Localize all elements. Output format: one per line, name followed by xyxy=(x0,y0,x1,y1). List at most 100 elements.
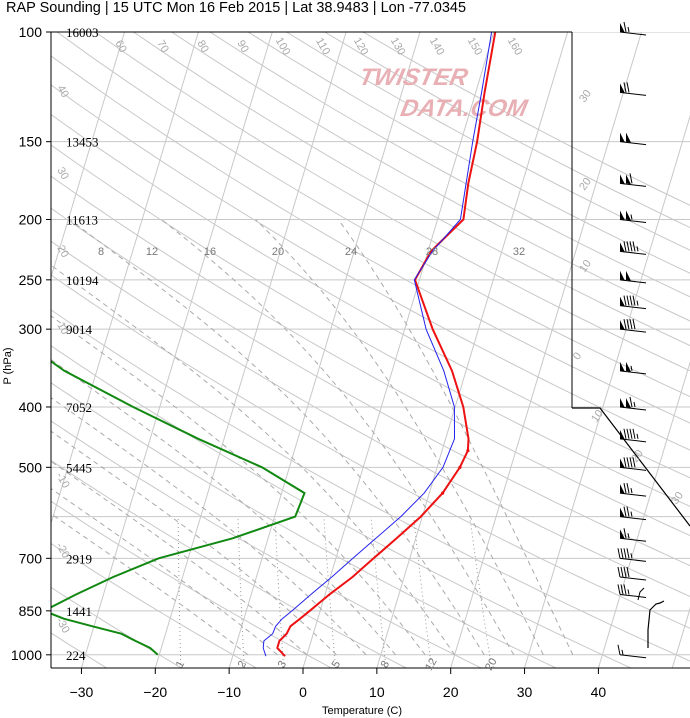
wind-barb-pennant xyxy=(620,320,625,331)
dry-adiabat xyxy=(51,55,690,424)
dry-adiabat xyxy=(362,32,690,206)
wind-barb-full xyxy=(623,566,627,578)
isotherm-label-right: 30 xyxy=(577,88,594,105)
wind-barb-full xyxy=(629,241,633,252)
dry-adiabat-label: 90 xyxy=(234,38,251,55)
y-tick-label: 250 xyxy=(19,272,43,288)
isotherm-line xyxy=(51,32,199,526)
wind-barb-full xyxy=(629,295,633,306)
wind-barb xyxy=(619,295,647,310)
y-axis-label: P (hPa) xyxy=(2,347,14,384)
moist-adiabat xyxy=(51,264,456,656)
wind-barb xyxy=(619,21,647,36)
y-tick-label: 100 xyxy=(19,24,43,40)
temperature-dot xyxy=(458,465,462,469)
mixing-ratio-label: 1 xyxy=(174,659,187,670)
wind-barb-pennant xyxy=(626,397,631,408)
dry-adiabat xyxy=(324,32,690,229)
height-label: 7052 xyxy=(66,400,92,415)
wind-barb-full xyxy=(623,21,627,33)
wind-barb-pennant xyxy=(620,242,625,253)
wind-barb xyxy=(619,319,647,333)
wind-barb-full xyxy=(629,173,633,184)
moist-adiabat-label: 24 xyxy=(345,246,357,258)
moist-adiabat xyxy=(69,219,485,656)
wind-barb xyxy=(619,396,647,411)
dry-adiabat xyxy=(51,144,690,507)
x-axis-label: Temperature (C) xyxy=(322,705,402,717)
wind-barb-full xyxy=(617,566,621,578)
height-label: 1441 xyxy=(66,604,92,619)
isotherm-line xyxy=(597,360,690,668)
wind-barb xyxy=(619,506,647,521)
wind-barb xyxy=(617,584,647,598)
wind-barb-pennant xyxy=(620,83,625,94)
hodograph-boundary xyxy=(572,407,690,527)
moist-adiabat-label: 12 xyxy=(146,246,158,258)
wind-barb-full xyxy=(629,396,633,408)
wind-barb xyxy=(619,82,647,96)
height-label: 10194 xyxy=(66,273,99,288)
wind-barb-full xyxy=(623,295,627,306)
x-tick-label: −30 xyxy=(70,684,94,700)
dry-adiabat xyxy=(51,632,107,668)
dry-adiabat-label: 110 xyxy=(313,36,332,57)
wind-barb-pennant xyxy=(620,429,625,440)
wind-barb-half xyxy=(630,511,633,517)
wind-barb-full xyxy=(623,483,627,494)
mixing-ratio-line xyxy=(274,516,285,668)
hodograph-trace xyxy=(647,600,665,648)
wind-barb xyxy=(617,644,647,659)
wind-barb-full xyxy=(623,584,627,595)
wind-barb-full xyxy=(623,319,627,330)
dry-adiabat xyxy=(51,240,690,598)
mixing-ratio-label: 8 xyxy=(379,659,392,670)
y-tick-label: 200 xyxy=(19,211,43,227)
isotherm-line xyxy=(154,32,347,668)
y-tick-label: 400 xyxy=(19,399,43,415)
mixing-ratio-line xyxy=(469,516,493,668)
wind-barb-full xyxy=(623,428,627,439)
isotherm-label-right: 0 xyxy=(571,350,584,362)
dry-adiabat xyxy=(51,274,690,629)
wind-barb-full xyxy=(626,319,630,330)
isotherm-label-right: 10 xyxy=(577,258,594,275)
wind-barb-half xyxy=(636,433,639,439)
wind-barb-pennant xyxy=(620,397,625,408)
mixing-ratio-line xyxy=(237,516,245,668)
wind-barb-full xyxy=(626,295,630,306)
moist-adiabat-label: 32 xyxy=(513,246,525,258)
moist-adiabat-label: 8 xyxy=(98,246,104,258)
wind-barb-pennant xyxy=(620,210,625,221)
dry-adiabat xyxy=(286,32,690,251)
wind-barb-half xyxy=(630,488,633,494)
isotherm-line xyxy=(450,32,642,668)
dry-adiabat xyxy=(51,500,332,668)
dry-adiabat xyxy=(51,309,690,662)
temperature-dot xyxy=(466,448,470,453)
wind-barb-half xyxy=(636,246,639,252)
wind-barb-full xyxy=(617,644,621,655)
dry-adiabat-label: 140 xyxy=(427,36,447,58)
dry-adiabat-label: 160 xyxy=(505,36,525,58)
height-label: 16003 xyxy=(66,25,99,40)
height-label: 2919 xyxy=(66,551,92,566)
wind-barb-half xyxy=(633,401,636,408)
wind-barb-half xyxy=(630,214,633,220)
moist-adiabat xyxy=(51,315,426,656)
wind-barb-pennant xyxy=(620,132,625,143)
wind-barb xyxy=(617,566,647,581)
wind-barb-pennant xyxy=(626,132,631,143)
isotherm-label-right: 10 xyxy=(589,408,606,425)
isotherm-line xyxy=(302,32,495,668)
wind-barb-pennant xyxy=(620,23,625,33)
wind-barb-pennant xyxy=(620,507,625,518)
wind-barb-half xyxy=(627,26,630,33)
wind-barb-full xyxy=(626,548,630,559)
height-label: 9014 xyxy=(66,322,93,337)
dry-adiabat xyxy=(94,32,690,372)
wind-barb-half xyxy=(636,300,639,306)
isotherm-line xyxy=(51,32,126,279)
isotherm-line xyxy=(80,32,273,668)
